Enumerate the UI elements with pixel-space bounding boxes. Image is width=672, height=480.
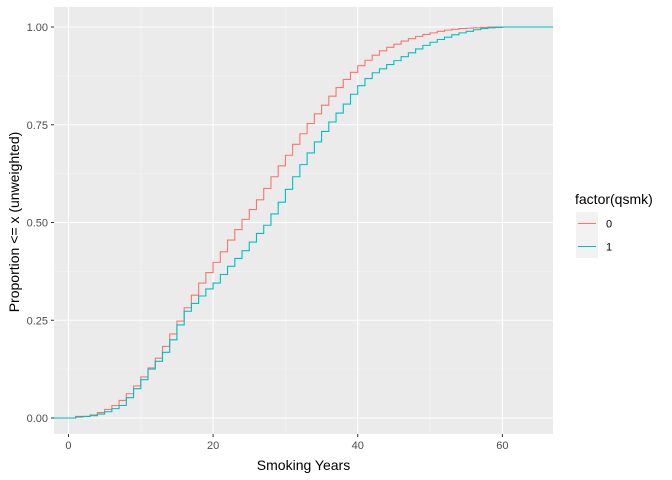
y-tick-label: 0.75 [27,120,48,132]
x-tick-label: 0 [65,440,71,452]
legend: factor(qsmk) 0 1 [575,191,653,258]
minor-gridlines [54,7,553,434]
plot-background [54,7,553,434]
legend-label: 0 [606,219,612,231]
y-axis-title: Proportion <= x (unweighted) [6,132,22,313]
legend-label: 1 [606,242,612,254]
major-gridlines [54,7,553,434]
y-tick-label: 1.00 [27,22,48,34]
x-tick-label: 20 [207,440,219,452]
y-tick-label: 0.50 [27,218,48,230]
x-tick-label: 40 [352,440,364,452]
y-tick-label: 0.00 [27,413,48,425]
x-axis-title: Smoking Years [257,457,350,473]
y-tick-label: 0.25 [27,315,48,327]
series-line-1 [54,26,553,419]
x-tick-label: 60 [496,440,508,452]
series-layer [54,26,553,419]
legend-title: factor(qsmk) [575,191,653,207]
x-axis: 0 20 40 60 [65,434,509,452]
y-axis: 0.00 0.25 0.50 0.75 1.00 [27,22,54,425]
